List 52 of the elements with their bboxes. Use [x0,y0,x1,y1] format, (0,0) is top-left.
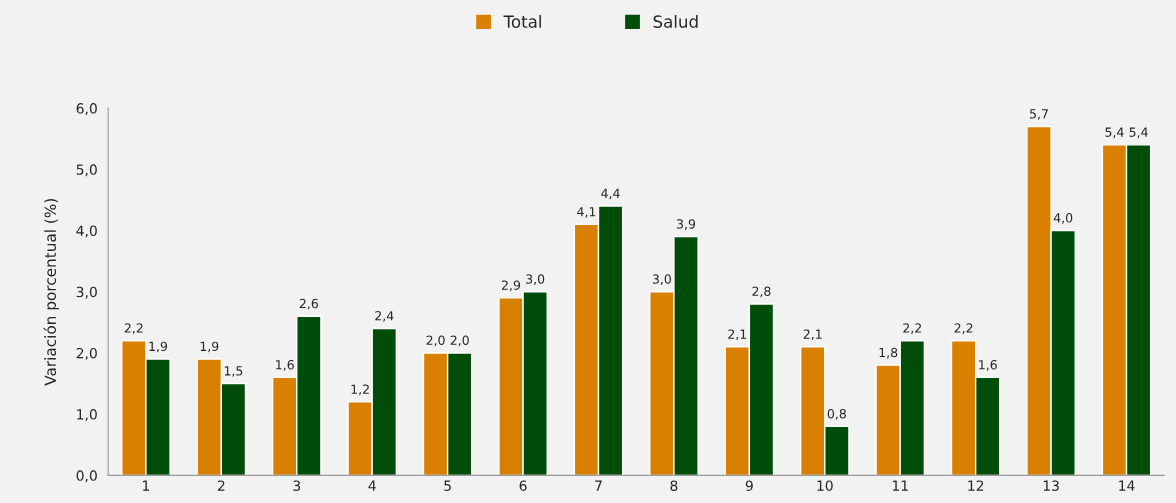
x-tick-label: 7 [595,480,602,491]
y-tick-label: 4,0 [76,225,97,238]
data-label: 5,7 [1030,109,1048,120]
x-tick-label: 12 [968,480,984,491]
data-label: 3,9 [677,219,696,230]
data-label: 2,8 [752,286,771,298]
data-label: 3,0 [652,274,671,286]
y-tick-label: 2,0 [76,347,97,360]
y-tick-label: 6,0 [76,103,97,116]
y-tick-label: 1,0 [77,409,97,422]
y-tick-label: 5,0 [76,164,97,177]
data-label: 5,4 [1105,127,1124,139]
x-tick-label: 5 [444,480,451,491]
data-label: 2,2 [124,323,143,334]
data-label: 1,6 [979,359,997,371]
x-tick-label: 6 [519,480,527,491]
data-label: 2,2 [903,323,921,334]
x-tick-label: 10 [817,480,833,491]
x-tick-label: 8 [670,480,678,491]
data-label: 1,8 [879,347,898,359]
y-tick-label: 3,0 [76,286,97,299]
data-label: 1,9 [149,341,168,353]
x-tick-label: 4 [368,480,376,491]
x-tick-label: 1 [143,480,150,491]
data-label: 3,0 [526,274,545,286]
x-tick-label: 11 [892,480,908,491]
x-tick-label: 2 [217,480,225,491]
data-label: 1,9 [200,341,219,353]
x-tick-label: 3 [293,480,301,491]
data-label: 1,6 [276,359,294,371]
legend-label: Total [503,15,541,28]
data-label: 2,0 [450,335,469,347]
data-label: 2,1 [728,329,747,341]
data-label: 2,6 [299,298,318,310]
data-label: 2,0 [426,335,445,347]
y-tick-label: 0,0 [76,470,97,483]
data-label: 2,4 [375,311,394,322]
data-label: 2,9 [501,280,521,292]
data-label: 4,1 [577,207,596,218]
data-label: 5,4 [1129,127,1148,139]
y-axis-title: Variación porcentual (%) [43,199,60,386]
legend-label: Salud [653,15,698,28]
x-tick-label: 14 [1119,480,1135,491]
x-tick-label: 13 [1043,480,1059,491]
data-label: 1,2 [351,384,369,396]
data-label: 1,5 [224,366,243,377]
data-label: 0,8 [827,408,846,420]
data-label: 4,0 [1053,213,1073,224]
data-label: 2,1 [803,329,822,341]
data-label: 4,4 [601,188,620,200]
x-tick-label: 9 [745,480,753,491]
data-label: 2,2 [954,323,973,334]
